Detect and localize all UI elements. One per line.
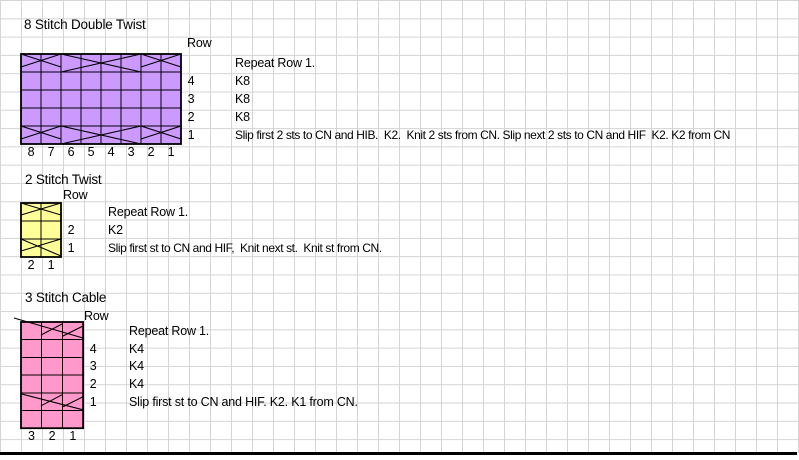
row-number-label: 3	[187, 92, 195, 106]
column-number-label: 2	[147, 145, 155, 159]
row-number-label: 4	[187, 74, 195, 88]
instruction-text: Slip first st to CN and HIF. K2. K1 from…	[129, 394, 358, 409]
chart-grid-svg	[20, 202, 62, 258]
row-number-label: 1	[89, 394, 97, 409]
row-number-label: 4	[89, 341, 97, 356]
column-number-label: 6	[67, 145, 75, 159]
row-number-label: 3	[89, 359, 97, 374]
column-number-label: 8	[27, 145, 35, 159]
chart-title: 8 Stitch Double Twist	[24, 17, 146, 32]
column-number-label: 1	[69, 429, 77, 444]
row-number-label: 2	[67, 223, 75, 237]
instruction-text: K2	[108, 223, 123, 237]
row-header-label: Row	[63, 188, 88, 202]
chart-title: 2 Stitch Twist	[25, 172, 102, 187]
row-number-label: 2	[89, 376, 97, 391]
instruction-text: Slip first st to CN and HIF, Knit next s…	[108, 241, 382, 255]
instruction-text: Slip first 2 sts to CN and HIB. K2. Knit…	[235, 128, 730, 142]
column-number-label: 5	[87, 145, 95, 159]
instruction-text: K4	[129, 359, 144, 374]
instruction-text: K4	[129, 376, 144, 391]
row-header-label: Row	[84, 309, 109, 323]
instruction-text: K4	[129, 341, 144, 356]
row-number-label: 1	[187, 128, 195, 142]
row-number-label: 1	[67, 241, 75, 255]
instruction-text: Repeat Row 1.	[108, 205, 189, 219]
chart-grid-svg	[20, 53, 182, 145]
column-number-label: 2	[48, 429, 56, 444]
row-header-label: Row	[187, 36, 212, 50]
instruction-text: K8	[235, 110, 250, 124]
chart-grid-svg	[13, 317, 84, 430]
column-number-label: 2	[27, 258, 35, 272]
sheet-bottom-border	[0, 452, 797, 455]
instruction-text: Repeat Row 1.	[235, 56, 316, 70]
instruction-text: K8	[235, 74, 250, 88]
chart-title: 3 Stitch Cable	[25, 290, 107, 305]
instruction-text: Repeat Row 1.	[129, 323, 210, 338]
column-number-label: 3	[27, 429, 35, 444]
instruction-text: K8	[235, 92, 250, 106]
column-number-label: 4	[107, 145, 115, 159]
column-number-label: 7	[47, 145, 55, 159]
column-number-label: 1	[167, 145, 175, 159]
column-number-label: 3	[127, 145, 135, 159]
row-number-label: 2	[187, 110, 195, 124]
column-number-label: 1	[47, 258, 55, 272]
